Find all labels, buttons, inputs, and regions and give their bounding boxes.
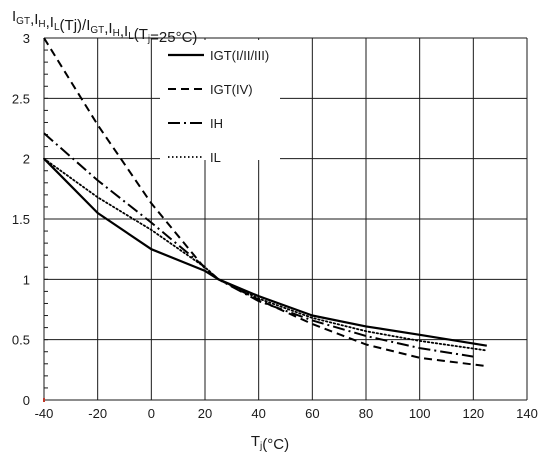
x-tick-label: 120 bbox=[462, 406, 484, 421]
series bbox=[43, 37, 488, 368]
series-line bbox=[43, 157, 487, 347]
x-tick-label: -40 bbox=[35, 406, 54, 421]
y-tick-label: 1.5 bbox=[12, 212, 30, 227]
legend-label: IH bbox=[210, 116, 223, 131]
tick-labels: -40 -20 0 20 40 60 80 100 120 140 0 0.5 1 1.5 2 2.5 3 bbox=[12, 31, 538, 421]
legend-background bbox=[160, 40, 280, 160]
series-line bbox=[43, 132, 474, 358]
series-line bbox=[43, 37, 487, 368]
y-tick-label: 1 bbox=[23, 272, 30, 287]
x-tick-label: 140 bbox=[516, 406, 538, 421]
legend: IGT(I/II/III) IGT(IV) IH IL bbox=[168, 48, 269, 165]
grid bbox=[43, 37, 528, 402]
x-tick-label: 40 bbox=[251, 406, 265, 421]
legend-label: IL bbox=[210, 150, 221, 165]
series-line bbox=[43, 157, 488, 352]
x-tick-label: 80 bbox=[359, 406, 373, 421]
y-axis-label: IGT,IH,IL(Tj)/IGT,IH,IL(Tj=25°C) bbox=[12, 8, 197, 46]
y-tick-label: 2.5 bbox=[12, 91, 30, 106]
y-tick-label: 0.5 bbox=[12, 333, 30, 348]
y-tick-label: 0 bbox=[23, 393, 30, 408]
x-tick-label: 20 bbox=[198, 406, 212, 421]
legend-label: IGT(I/II/III) bbox=[210, 48, 269, 63]
x-tick-label: 0 bbox=[148, 406, 155, 421]
x-tick-label: -20 bbox=[88, 406, 107, 421]
y-tick-label: 3 bbox=[23, 31, 30, 46]
legend-label: IGT(IV) bbox=[210, 82, 253, 97]
y-tick-label: 2 bbox=[23, 152, 30, 167]
x-axis-label: Tj(°C) bbox=[251, 433, 289, 453]
x-tick-label: 100 bbox=[409, 406, 431, 421]
x-tick-label: 60 bbox=[305, 406, 319, 421]
